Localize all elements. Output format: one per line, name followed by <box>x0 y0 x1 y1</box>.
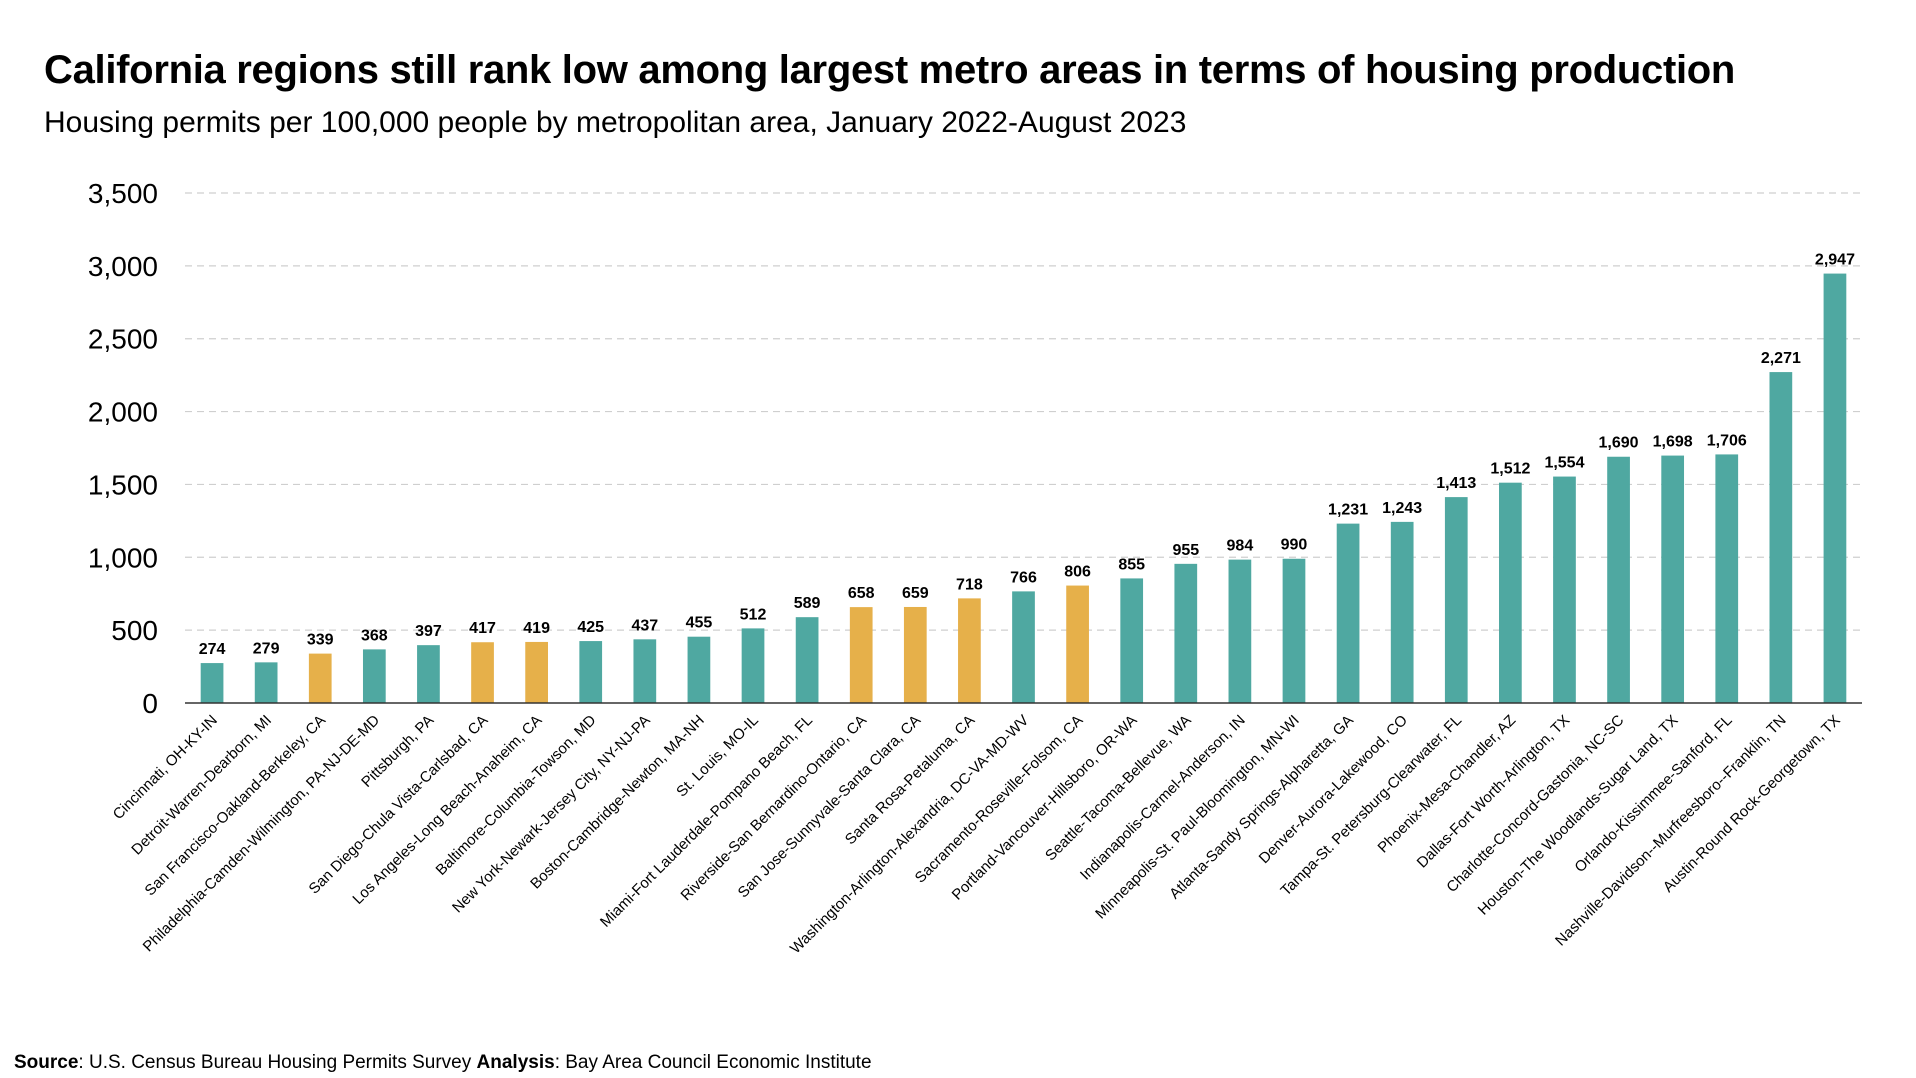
x-tick-label: Minneapolis-St. Paul-Bloomington, MN-WI <box>1092 712 1303 923</box>
data-label: 455 <box>686 615 713 632</box>
bar <box>1066 585 1089 703</box>
chart-title: California regions still rank low among … <box>44 48 1736 92</box>
source-line: Source: U.S. Census Bureau Housing Permi… <box>14 1052 872 1074</box>
data-label: 1,243 <box>1382 500 1422 517</box>
data-label: 659 <box>902 585 929 602</box>
bar <box>1120 578 1144 703</box>
analysis-text: : Bay Area Council Economic Institute <box>554 1052 872 1073</box>
data-label: 368 <box>361 627 388 644</box>
data-label: 425 <box>577 619 604 636</box>
y-tick-label: 2,000 <box>88 397 158 428</box>
bar <box>1661 455 1685 703</box>
x-tick-label: Los Angeles-Long Beach-Anaheim, CA <box>349 712 545 908</box>
data-label: 274 <box>199 641 226 658</box>
data-labels: 274 279 339 368 397 417 419 425 437 455 512 589 658 6… <box>199 252 1855 658</box>
data-label: 984 <box>1227 538 1254 555</box>
bar <box>1823 273 1847 703</box>
data-label: 2,947 <box>1815 252 1855 269</box>
data-label: 1,413 <box>1436 475 1476 492</box>
x-tick-label: New York-Newark-Jersey City, NY-NJ-PA <box>449 712 654 917</box>
y-tick-label: 3,500 <box>88 178 158 209</box>
data-label: 339 <box>307 632 334 649</box>
bar <box>1499 482 1522 703</box>
data-label: 512 <box>740 606 767 623</box>
data-label: 1,698 <box>1653 434 1693 451</box>
data-label: 718 <box>956 576 983 593</box>
bar <box>1228 559 1252 703</box>
data-label: 1,690 <box>1599 435 1639 452</box>
bar <box>362 649 386 703</box>
bar <box>579 641 603 703</box>
bar <box>687 636 711 703</box>
y-tick-label: 1,500 <box>88 469 158 500</box>
chart-subtitle: Housing permits per 100,000 people by me… <box>44 106 1187 139</box>
bar <box>1715 454 1739 703</box>
y-tick-label: 1,000 <box>88 542 158 573</box>
bar <box>633 639 657 703</box>
bar <box>958 598 981 703</box>
data-label: 806 <box>1064 564 1091 581</box>
y-tick-label: 0 <box>142 688 158 719</box>
x-axis-ticks: Cincinnati, OH-KY-INDetroit-Warren-Dearb… <box>110 712 1844 958</box>
bar <box>1444 497 1468 703</box>
y-axis-ticks: 0 500 1,000 1,500 2,000 2,500 3,000 3,500 <box>88 178 158 719</box>
y-tick-label: 2,500 <box>88 324 158 355</box>
bar <box>471 642 494 703</box>
bar <box>1174 563 1198 703</box>
bar <box>741 628 765 703</box>
analysis-label: Analysis <box>476 1052 555 1073</box>
y-tick-label: 3,000 <box>88 251 158 282</box>
bar <box>1553 476 1576 703</box>
y-tick-label: 500 <box>111 615 158 646</box>
data-label: 1,512 <box>1490 461 1530 478</box>
source-label: Source <box>14 1052 79 1073</box>
data-label: 1,554 <box>1544 455 1584 472</box>
x-tick-label: Houston-The Woodlands-Sugar Land, TX <box>1475 712 1682 919</box>
data-label: 397 <box>415 623 442 640</box>
bar <box>795 617 819 703</box>
bar <box>1390 521 1414 703</box>
source-text: : U.S. Census Bureau Housing Permits Sur… <box>78 1052 477 1073</box>
data-label: 417 <box>469 620 496 637</box>
data-label: 658 <box>848 585 875 602</box>
data-label: 1,231 <box>1328 502 1368 519</box>
bar <box>308 653 332 703</box>
data-label: 2,271 <box>1761 350 1801 367</box>
bar <box>200 663 224 703</box>
bar <box>1607 456 1630 703</box>
bar <box>254 662 278 703</box>
data-label: 437 <box>631 617 658 634</box>
bar <box>1282 558 1306 703</box>
bar <box>849 607 873 703</box>
bar <box>417 645 440 703</box>
data-label: 955 <box>1172 542 1199 559</box>
x-tick-label: Cincinnati, OH-KY-IN <box>110 712 221 823</box>
bar <box>1769 372 1793 703</box>
data-label: 1,706 <box>1707 432 1747 449</box>
data-label: 419 <box>523 620 550 637</box>
bar <box>1012 591 1035 703</box>
bar <box>525 641 548 703</box>
data-label: 766 <box>1010 569 1037 586</box>
bar <box>1336 523 1360 703</box>
data-label: 589 <box>794 595 821 612</box>
gridlines <box>185 192 1862 631</box>
bars <box>200 273 1847 703</box>
data-label: 279 <box>253 640 280 657</box>
data-label: 855 <box>1118 556 1145 573</box>
bar <box>903 606 927 703</box>
data-label: 990 <box>1281 537 1308 554</box>
